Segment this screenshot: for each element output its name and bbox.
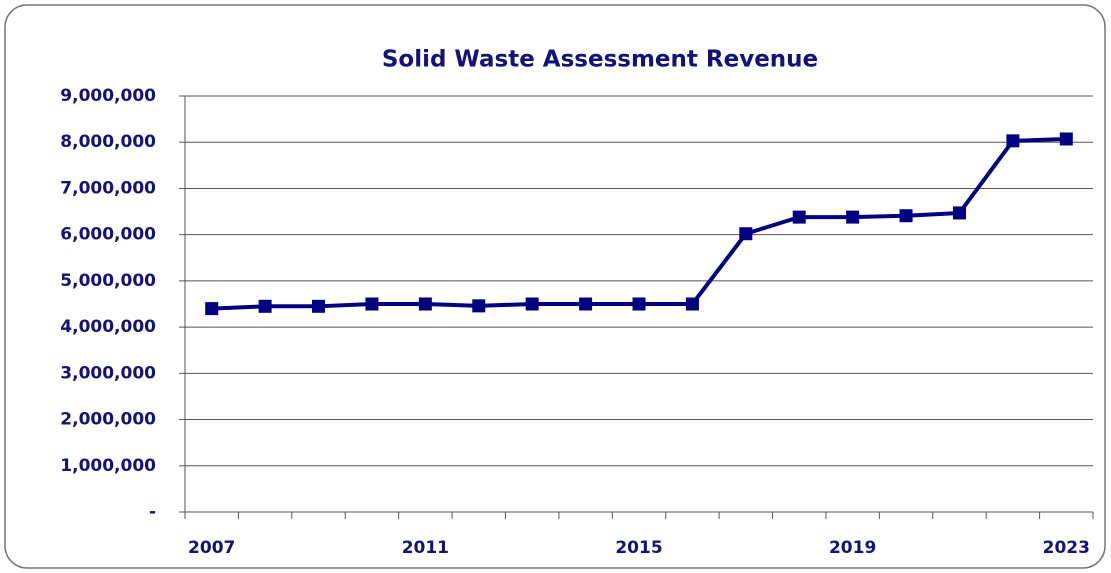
y-tick-label: 1,000,000 bbox=[60, 456, 156, 476]
marker bbox=[258, 299, 272, 313]
marker bbox=[1006, 134, 1020, 148]
marker bbox=[899, 209, 913, 223]
y-tick-label: 3,000,000 bbox=[60, 363, 156, 383]
x-tick-label: 2019 bbox=[829, 538, 876, 558]
x-tick-label: 2023 bbox=[1043, 538, 1090, 558]
chart-title: Solid Waste Assessment Revenue bbox=[382, 47, 818, 73]
marker bbox=[525, 297, 539, 311]
x-tick-label: 2015 bbox=[615, 538, 662, 558]
marker bbox=[792, 210, 806, 224]
y-tick-label: 8,000,000 bbox=[60, 132, 156, 152]
y-tick-label: 7,000,000 bbox=[60, 178, 156, 198]
marker bbox=[739, 227, 753, 241]
marker bbox=[685, 297, 699, 311]
marker bbox=[952, 206, 966, 220]
marker bbox=[472, 299, 486, 313]
chart-frame bbox=[4, 4, 1106, 569]
marker bbox=[312, 299, 326, 313]
x-tick-label: 2011 bbox=[402, 538, 449, 558]
y-tick-label: 6,000,000 bbox=[60, 225, 156, 245]
marker bbox=[846, 210, 860, 224]
y-tick-label: 9,000,000 bbox=[60, 86, 156, 106]
marker bbox=[205, 302, 219, 316]
marker bbox=[365, 297, 379, 311]
y-tick-label: 2,000,000 bbox=[60, 410, 156, 430]
y-tick-label: 5,000,000 bbox=[60, 271, 156, 291]
marker bbox=[418, 297, 432, 311]
y-tick-label: 4,000,000 bbox=[60, 317, 156, 337]
marker bbox=[579, 297, 593, 311]
x-tick-label: 2007 bbox=[188, 538, 235, 558]
y-tick-label: - bbox=[149, 502, 156, 522]
marker bbox=[632, 297, 646, 311]
marker bbox=[1059, 132, 1073, 146]
